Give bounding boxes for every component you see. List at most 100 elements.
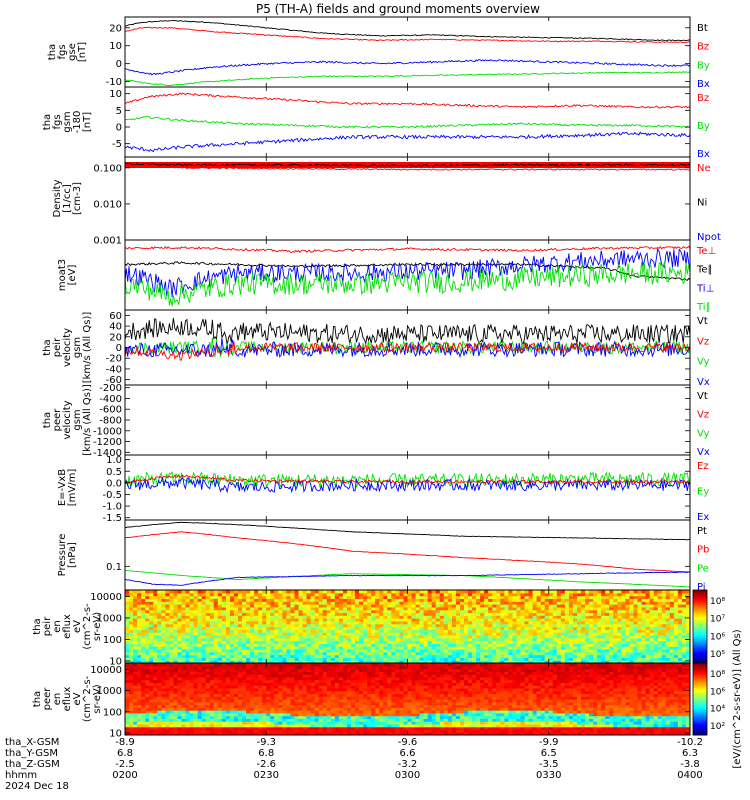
series-fgs_gse-Bz — [125, 26, 690, 44]
ytick-label: 0.5 — [106, 467, 122, 478]
ytick-label: -1400 — [93, 448, 122, 459]
legend-pressure-2: Pe — [697, 563, 709, 574]
ytick-label: -40 — [106, 364, 122, 375]
ylabel-peer_eflux: tha — [32, 691, 43, 707]
colorbar-peir_eflux: 10⁸ 10⁷ 10⁶ 10⁵ — [692, 589, 725, 664]
ytick-label: 0 — [116, 343, 122, 354]
series-fgs_gse-By — [125, 70, 690, 87]
legend-temperature-2: Ti⊥ — [696, 283, 714, 294]
panel-frame — [124, 309, 691, 386]
ylabel-peer_eflux: sr-eV) — [92, 684, 103, 713]
legend-peer_velocity-1: Vz — [697, 410, 709, 421]
ytick-label: 5 — [116, 106, 122, 117]
colorbar-tick-label: 10⁴ — [710, 705, 725, 715]
xaxis-value: -2.6 — [256, 759, 276, 770]
ytick-label: -10 — [106, 77, 122, 88]
ylabel-peir_velocity: [km/s (All Qs)] — [82, 312, 93, 384]
colorbar-peer_eflux: 10⁸ 10⁶ 10⁴ 10² — [692, 662, 725, 736]
ylabel-peer_eflux: en — [52, 693, 63, 706]
ylabel-temperature: [eV] — [67, 265, 78, 286]
ytick-label: 0 — [116, 59, 122, 70]
xaxis-value: 0330 — [536, 770, 561, 781]
ytick-label: 0 — [116, 123, 122, 134]
ytick-label: 1.0 — [106, 455, 122, 466]
legend-peir_velocity-3: Vx — [697, 377, 710, 388]
legend-efield-2: Ex — [697, 512, 709, 523]
series-temperature-Ti⊥ — [125, 247, 690, 298]
xaxis-value: 6.8 — [117, 748, 133, 759]
series-peir_velocity-Vz — [125, 340, 690, 361]
xaxis-row-label: tha_X-GSM — [5, 737, 59, 748]
series-pressure-Pe — [125, 569, 690, 588]
ytick-label: 60 — [109, 311, 122, 322]
legend-efield-0: Ez — [697, 461, 709, 472]
colorbar-tick-label: 10⁶ — [710, 632, 725, 642]
legend-temperature-3: Ti∥ — [696, 302, 711, 313]
legend-efield-1: Ey — [697, 487, 709, 498]
xaxis-value: -10.2 — [677, 737, 703, 748]
ytick-label: -20 — [106, 354, 122, 365]
series-efield-Ez — [125, 474, 690, 485]
xaxis-value: 0300 — [395, 770, 420, 781]
series-pressure-Pi — [125, 571, 690, 586]
xaxis-value: 6.8 — [258, 748, 274, 759]
ylabel-temperature: moat3 — [57, 259, 68, 291]
legend-peer_velocity-0: Vt — [697, 391, 708, 402]
ytick-label: 10 — [109, 41, 122, 52]
ytick-label: 100 — [103, 635, 122, 646]
ylabel-peer_eflux: (cm^2-s- — [82, 675, 93, 722]
ytick-label: -200 — [99, 383, 122, 394]
ytick-label: -0.5 — [102, 490, 122, 501]
panel-peer_eflux: 10⁸ 10⁶ 10⁴ 10² 10 100 1000 10000 tha peer en eflux… — [32, 662, 725, 739]
legend-fgs_gse-3: Bx — [697, 79, 710, 90]
series-fgs_gsm-Bx — [125, 131, 690, 153]
ylabel-density: [cm-3] — [72, 182, 83, 215]
ytick-label: 10 — [109, 656, 122, 667]
series-peir_velocity-Vt — [125, 317, 690, 346]
legend-temperature-0: Te⊥ — [696, 246, 716, 257]
series-peir_velocity-Vx — [125, 337, 690, 359]
legend-fgs_gse-0: Bt — [697, 23, 708, 34]
ylabel-pressure: [nPa] — [67, 542, 78, 568]
series-pressure-Pt — [125, 521, 690, 541]
ylabel-density: [1/cc] — [62, 184, 73, 213]
legend-peer_velocity-2: Vy — [697, 428, 710, 439]
ytick-label: 1000 — [97, 613, 122, 624]
legend-fgs_gse-2: By — [697, 60, 710, 71]
ylabel-fgs_gsm: tha — [42, 114, 53, 130]
ylabel-peir_eflux: (cm^2-s- — [82, 603, 93, 650]
ylabel-fgs_gsm: [nT] — [82, 112, 93, 132]
ytick-label: 20 — [109, 23, 122, 34]
panel-fgs_gse: Bt Bz By Bx -10 0 10 20 tha fgs gse [nT] — [47, 16, 710, 90]
ytick-label: 10 — [109, 728, 122, 739]
xaxis-value: 6.5 — [541, 748, 557, 759]
legend-fgs_gse-1: Bz — [697, 42, 709, 53]
ytick-label: 10000 — [90, 592, 122, 603]
ytick-label: 0.001 — [93, 236, 122, 247]
ytick-label: -1000 — [93, 426, 122, 437]
ylabel-fgs_gse: fgs — [57, 44, 68, 59]
panel-peer_velocity: Vt Vz Vy Vx -1400-1200-1000-800-600-400-200 t… — [42, 383, 710, 459]
legend-density-2: Npot — [697, 232, 721, 243]
legend-pressure-1: Pb — [697, 545, 709, 556]
ylabel-peer_velocity: velocity — [62, 400, 73, 439]
panel-density: Ne Ni Npot 0.001 0.010 0.100 Density [1/cc] [cm-… — [52, 156, 721, 247]
ytick-label: 100 — [103, 707, 122, 718]
colorbar-tick-label: 10⁶ — [710, 687, 725, 697]
series-temperature-Te⊥ — [125, 245, 690, 254]
ylabel-peer_velocity: [km/s (All Qs)] — [82, 384, 93, 456]
xaxis-value: -3.2 — [398, 759, 418, 770]
ylabel-peer_velocity: peer — [52, 408, 63, 432]
xaxis-value: -9.6 — [398, 737, 418, 748]
ytick-label: -5 — [112, 139, 122, 150]
xaxis-date: 2024 Dec 18 — [5, 781, 69, 792]
legend-density-1: Ni — [697, 198, 707, 209]
legend-fgs_gsm-2: Bx — [697, 149, 710, 160]
heatmap-peir_eflux — [125, 590, 690, 663]
ytick-label: 0.010 — [93, 199, 122, 210]
ytick-label: -1.5 — [102, 513, 122, 524]
xaxis-value: -9.9 — [539, 737, 559, 748]
chart-title: P5 (TH-A) fields and ground moments over… — [256, 2, 540, 16]
